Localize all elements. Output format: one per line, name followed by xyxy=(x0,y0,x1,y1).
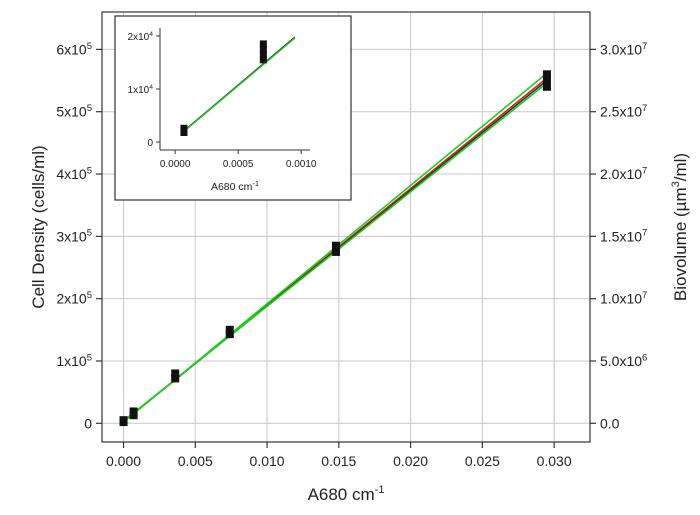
data-point xyxy=(225,325,234,334)
y2-tick-label: 3.0x107 xyxy=(600,41,647,58)
data-point xyxy=(171,369,180,378)
x-axis-title: A680 cm-1 xyxy=(308,484,385,504)
y2-tick-label: 0.0 xyxy=(600,415,620,431)
y2-tick-label: 1.5x107 xyxy=(600,228,647,245)
y-tick-label: 0 xyxy=(84,415,92,431)
inset-x-tick-label: 0.0005 xyxy=(223,159,254,170)
data-point xyxy=(331,247,340,256)
inset-data-point xyxy=(180,128,188,136)
y2-tick-label: 1.0x107 xyxy=(600,290,647,307)
y-tick-label: 6x105 xyxy=(56,41,92,58)
data-point xyxy=(119,416,128,425)
y-tick-label: 1x105 xyxy=(56,352,92,369)
y2-axis-title: Biovolume (µm3/ml) xyxy=(670,153,690,301)
x-tick-label: 0.015 xyxy=(321,453,356,469)
x-tick-label: 0.010 xyxy=(250,453,285,469)
inset-y-tick-label: 0 xyxy=(147,138,153,149)
x-tick-label: 0.030 xyxy=(537,453,572,469)
data-point xyxy=(331,241,340,250)
data-point xyxy=(171,374,180,383)
x-tick-label: 0.020 xyxy=(393,453,428,469)
y2-tick-label: 5.0x106 xyxy=(600,352,647,369)
inset-data-point xyxy=(259,51,267,59)
x-tick-label: 0.005 xyxy=(178,453,213,469)
x-tick-label: 0.025 xyxy=(465,453,500,469)
inset-y-tick-label: 1x104 xyxy=(128,84,154,96)
data-point xyxy=(542,75,551,84)
inset-x-axis-title: A680 cm-1 xyxy=(211,179,259,193)
data-point xyxy=(129,407,138,416)
plot-frame xyxy=(101,11,591,443)
y-tick-label: 5x105 xyxy=(56,103,92,120)
y-axis-title: Cell Density (cells/ml) xyxy=(29,145,48,308)
y-tick-label: 2x105 xyxy=(56,290,92,307)
inset-panel xyxy=(114,15,352,201)
inset-data-point xyxy=(259,40,267,48)
data-point xyxy=(225,330,234,339)
y2-tick-label: 2.0x107 xyxy=(600,165,647,182)
inset-x-tick-label: 0.0000 xyxy=(160,159,191,170)
inset-data-point xyxy=(259,45,267,53)
inset-x-tick-label: 0.0010 xyxy=(286,159,317,170)
inset-fit-line xyxy=(180,37,296,135)
y-tick-label: 3x105 xyxy=(56,228,92,245)
inset-y-tick-label: 2x104 xyxy=(128,31,154,43)
y2-tick-label: 2.5x107 xyxy=(600,103,647,120)
x-tick-label: 0.000 xyxy=(106,453,141,469)
inset-data-point xyxy=(259,56,267,64)
data-point xyxy=(542,82,551,91)
inset-data-point xyxy=(180,124,188,132)
y-tick-label: 4x105 xyxy=(56,165,92,182)
data-point xyxy=(542,70,551,79)
